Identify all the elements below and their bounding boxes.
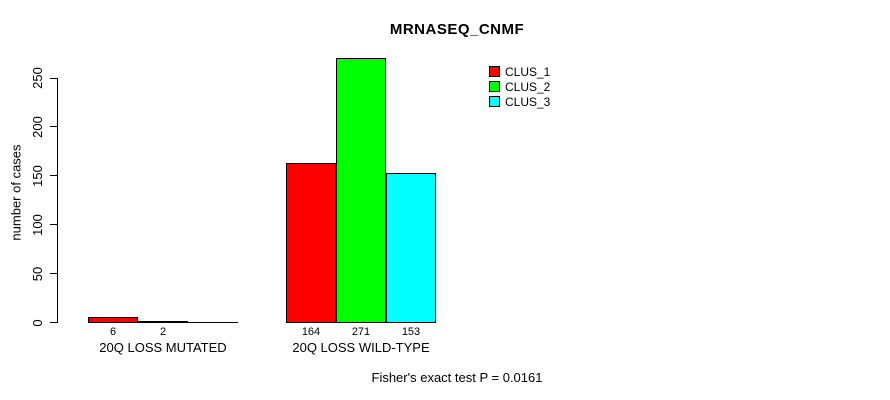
y-tick-mark [50, 175, 57, 177]
bar-clus_2-group1 [138, 321, 188, 323]
bar-value-label: 6 [109, 326, 117, 338]
legend-swatch-icon [489, 81, 500, 92]
bar-clus_3-group2 [386, 173, 436, 323]
y-tick-mark [50, 224, 57, 226]
y-axis-line [57, 78, 58, 323]
y-tick-mark [50, 322, 57, 323]
bar-value-label: 271 [351, 326, 371, 338]
y-tick-mark [50, 126, 57, 128]
legend-swatch-icon [489, 66, 500, 77]
chart-title: MRNASEQ_CNMF [389, 21, 525, 38]
y-tick-mark [50, 77, 57, 79]
y-tick-label: 200 [30, 116, 45, 138]
bar-value-label: 153 [401, 326, 421, 338]
bar-clus_1-group1 [88, 317, 138, 323]
bar-value-label: 164 [301, 326, 321, 338]
category-label: 20Q LOSS WILD-TYPE [292, 340, 430, 355]
y-tick-label: 50 [30, 266, 45, 281]
bar-clus_1-group2 [286, 163, 336, 323]
bar-clus_3-group1 [188, 321, 238, 323]
legend-item: CLUS_3 [489, 94, 550, 109]
legend-item: CLUS_2 [489, 79, 550, 94]
y-tick-mark [50, 273, 57, 275]
legend-item: CLUS_1 [489, 64, 550, 79]
y-tick-label: 100 [30, 213, 45, 236]
legend-label: CLUS_2 [505, 79, 551, 94]
bar-clus_2-group2 [336, 58, 386, 323]
y-tick-label: 150 [30, 164, 45, 187]
legend-label: CLUS_3 [505, 94, 551, 109]
legend-label: CLUS_1 [505, 64, 551, 79]
y-tick-label: 250 [30, 67, 45, 89]
category-label: 20Q LOSS MUTATED [99, 340, 227, 355]
chart-legend: CLUS_1 CLUS_2 CLUS_3 [489, 64, 550, 109]
y-axis-title: number of cases [8, 144, 24, 241]
bar-value-label: 2 [159, 326, 167, 338]
legend-swatch-icon [489, 96, 500, 107]
y-tick-label: 0 [30, 318, 45, 327]
annotation-text: Fisher's exact test P = 0.0161 [371, 370, 543, 385]
